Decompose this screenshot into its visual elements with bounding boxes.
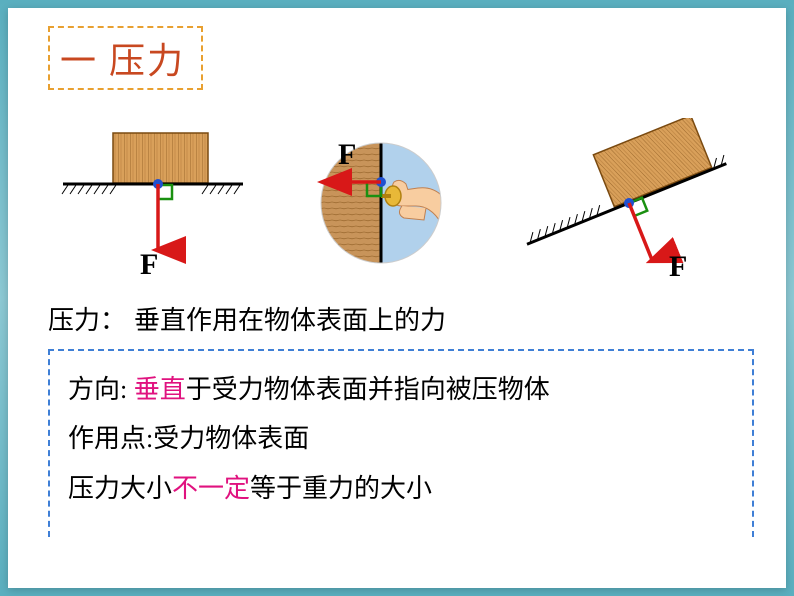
point-label: 作用点:	[68, 424, 153, 453]
diagrams-row: F	[48, 118, 754, 288]
point-line: 作用点:受力物体表面	[68, 414, 734, 463]
direction-highlight: 垂直	[134, 375, 186, 404]
definition-label: 压力：	[48, 300, 126, 337]
force-label-1: F	[140, 248, 158, 282]
definition-text: 垂直作用在物体表面上的力	[134, 300, 446, 337]
diagram-pushpin-wall: F	[296, 128, 466, 278]
magnitude-prefix: 压力大小	[68, 474, 172, 503]
magnitude-line: 压力大小不一定等于重力的大小	[68, 464, 734, 513]
diagram-horizontal-block: F	[58, 128, 248, 278]
definition-row: 压力： 垂直作用在物体表面上的力	[48, 300, 754, 337]
diagram-incline-block: F	[514, 118, 744, 288]
direction-label: 方向:	[68, 375, 127, 404]
direction-rest: 于受力物体表面并指向被压物体	[186, 375, 550, 404]
direction-line: 方向: 垂直于受力物体表面并指向被压物体	[68, 365, 734, 414]
properties-box: 方向: 垂直于受力物体表面并指向被压物体 作用点:受力物体表面 压力大小不一定等…	[48, 349, 754, 537]
point-text: 受力物体表面	[153, 424, 309, 453]
diagram-shadow	[301, 286, 461, 298]
slide: 一 压力	[8, 8, 786, 588]
force-label-3: F	[669, 250, 687, 284]
slide-title: 一 压力	[60, 41, 185, 81]
title-box: 一 压力	[48, 26, 203, 90]
magnitude-suffix: 等于重力的大小	[250, 474, 432, 503]
magnitude-highlight: 不一定	[172, 474, 250, 503]
force-label-2: F	[338, 138, 356, 172]
